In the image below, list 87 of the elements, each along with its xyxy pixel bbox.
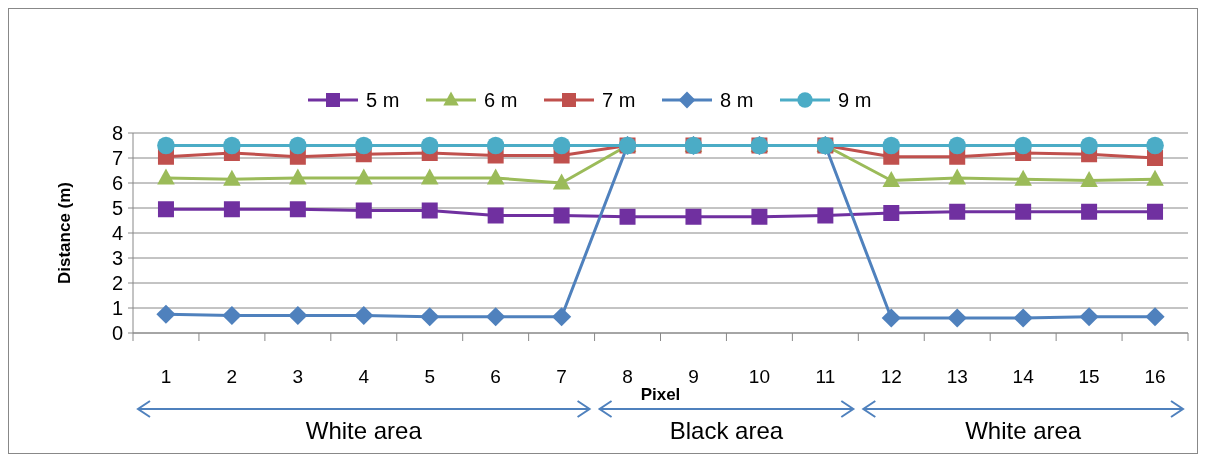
point — [947, 308, 967, 328]
point — [882, 136, 901, 155]
x-tick-label: 1 — [160, 366, 172, 387]
point — [1080, 170, 1098, 187]
point — [157, 201, 174, 218]
y-tick-label: 5 — [111, 197, 123, 219]
point — [949, 203, 966, 220]
point — [289, 168, 307, 185]
point — [1147, 203, 1164, 220]
text: White area — [305, 417, 423, 444]
legend-label: 6 m — [484, 89, 518, 111]
point — [486, 136, 505, 155]
x-tick-label: 13 — [946, 366, 968, 387]
point — [355, 202, 372, 219]
point — [1146, 136, 1164, 155]
point — [551, 307, 572, 327]
point — [157, 136, 175, 155]
x-tick-label: 12 — [880, 366, 902, 387]
point — [553, 207, 570, 224]
x-tick-label: 16 — [1144, 366, 1166, 387]
point — [420, 168, 439, 185]
x-tick-label: 14 — [1012, 366, 1035, 387]
y-tick-label: 1 — [111, 297, 123, 319]
x-tick-label: 6 — [490, 366, 501, 387]
point — [685, 208, 702, 225]
point — [1081, 203, 1098, 220]
point — [1080, 136, 1098, 155]
x-tick-label: 11 — [815, 366, 836, 387]
point — [420, 136, 439, 155]
point — [1014, 169, 1032, 186]
point — [223, 201, 240, 218]
point — [1145, 307, 1165, 327]
x-tick-label: 8 — [622, 366, 633, 387]
point — [486, 168, 505, 185]
point — [882, 170, 901, 187]
point — [288, 305, 308, 326]
x-tick-label: 3 — [292, 366, 304, 387]
point — [552, 173, 571, 190]
point — [354, 305, 374, 326]
point — [1079, 307, 1099, 327]
point — [222, 305, 242, 326]
x-tick-label: 7 — [556, 366, 567, 387]
x-tick-label: 10 — [748, 366, 770, 387]
point — [619, 208, 636, 225]
x-tick-label: 5 — [424, 366, 436, 387]
point — [751, 208, 768, 225]
point — [881, 308, 901, 328]
point — [487, 207, 504, 224]
x-tick-label: 4 — [358, 366, 370, 387]
y-tick-label: 6 — [111, 172, 123, 194]
point — [157, 168, 175, 185]
x-tick-label: 15 — [1078, 366, 1100, 387]
point — [354, 168, 373, 185]
text: Black area — [669, 417, 784, 444]
point — [1013, 308, 1033, 328]
legend-label: 9 m — [838, 89, 872, 111]
y-axis-title: Distance (m) — [55, 181, 74, 285]
y-tick-label: 2 — [111, 272, 123, 294]
y-tick-label: 4 — [111, 222, 123, 244]
point — [223, 169, 241, 186]
legend-label: 7 m — [602, 89, 636, 111]
point — [486, 307, 506, 327]
point — [1146, 169, 1164, 186]
legend-label: 5 m — [366, 89, 400, 111]
point — [156, 304, 176, 324]
point — [552, 136, 571, 155]
point — [883, 205, 900, 221]
point — [420, 307, 440, 327]
x-tick-label: 2 — [226, 366, 238, 387]
point — [1015, 203, 1032, 220]
x-axis-title: Pixel — [640, 385, 681, 404]
point — [817, 207, 834, 224]
point — [289, 201, 306, 218]
legend-label: 8 m — [720, 89, 754, 111]
x-tick-label: 9 — [688, 366, 699, 387]
y-tick-label: 8 — [111, 122, 123, 144]
y-tick-label: 7 — [111, 147, 123, 169]
point — [948, 136, 967, 155]
y-tick-label: 0 — [111, 322, 123, 344]
text: White area — [965, 417, 1082, 444]
point — [1014, 136, 1032, 155]
point — [421, 202, 438, 219]
point — [354, 136, 373, 155]
point — [223, 136, 241, 155]
y-tick-label: 3 — [111, 247, 123, 269]
point — [948, 168, 967, 185]
point — [289, 136, 307, 155]
